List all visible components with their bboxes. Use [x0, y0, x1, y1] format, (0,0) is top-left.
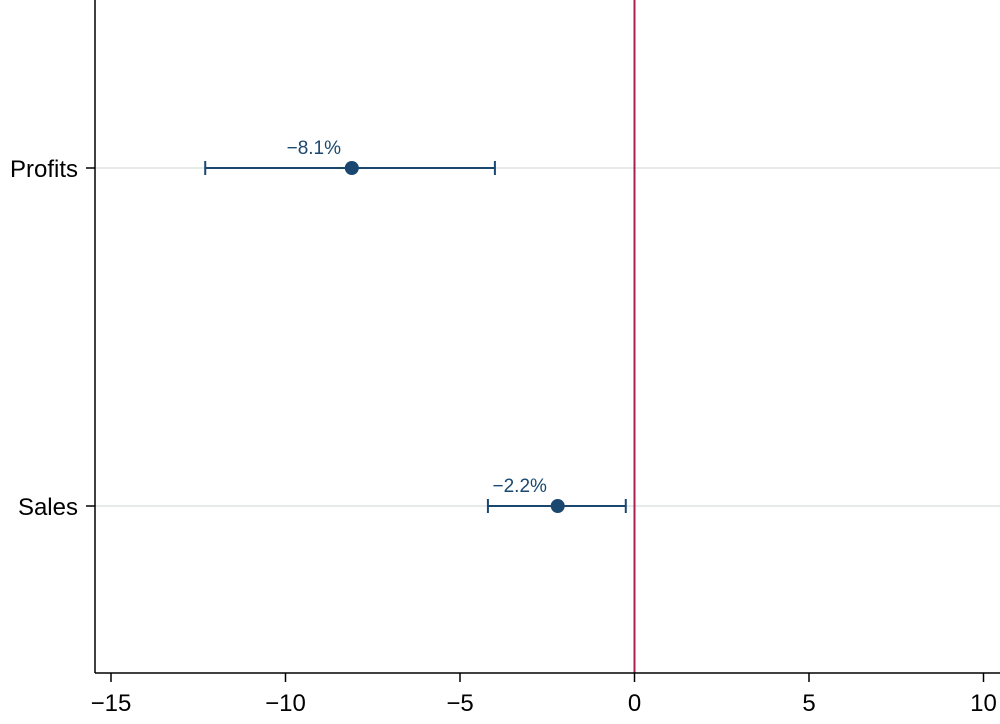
x-tick-label: −5 [446, 690, 473, 717]
x-tick-label: 10 [970, 690, 997, 717]
grid-lines [95, 167, 1000, 507]
x-tick-label: 5 [802, 690, 815, 717]
estimate-point [344, 161, 359, 175]
data-label: −8.1% [287, 138, 342, 159]
x-tick-label: 0 [628, 690, 641, 717]
estimate-point [550, 499, 565, 513]
x-tick-labels: −15 −10 −5 0 5 10 [91, 690, 997, 717]
category-label: Sales [18, 494, 78, 521]
axes [86, 0, 1000, 682]
x-tick-label: −15 [91, 690, 132, 717]
category-labels: Profits Sales [10, 156, 78, 521]
estimates: −8.1% −2.2% [204, 138, 627, 513]
x-tick-label: −10 [265, 690, 306, 717]
data-label: −2.2% [493, 476, 548, 497]
category-label: Profits [10, 156, 78, 183]
